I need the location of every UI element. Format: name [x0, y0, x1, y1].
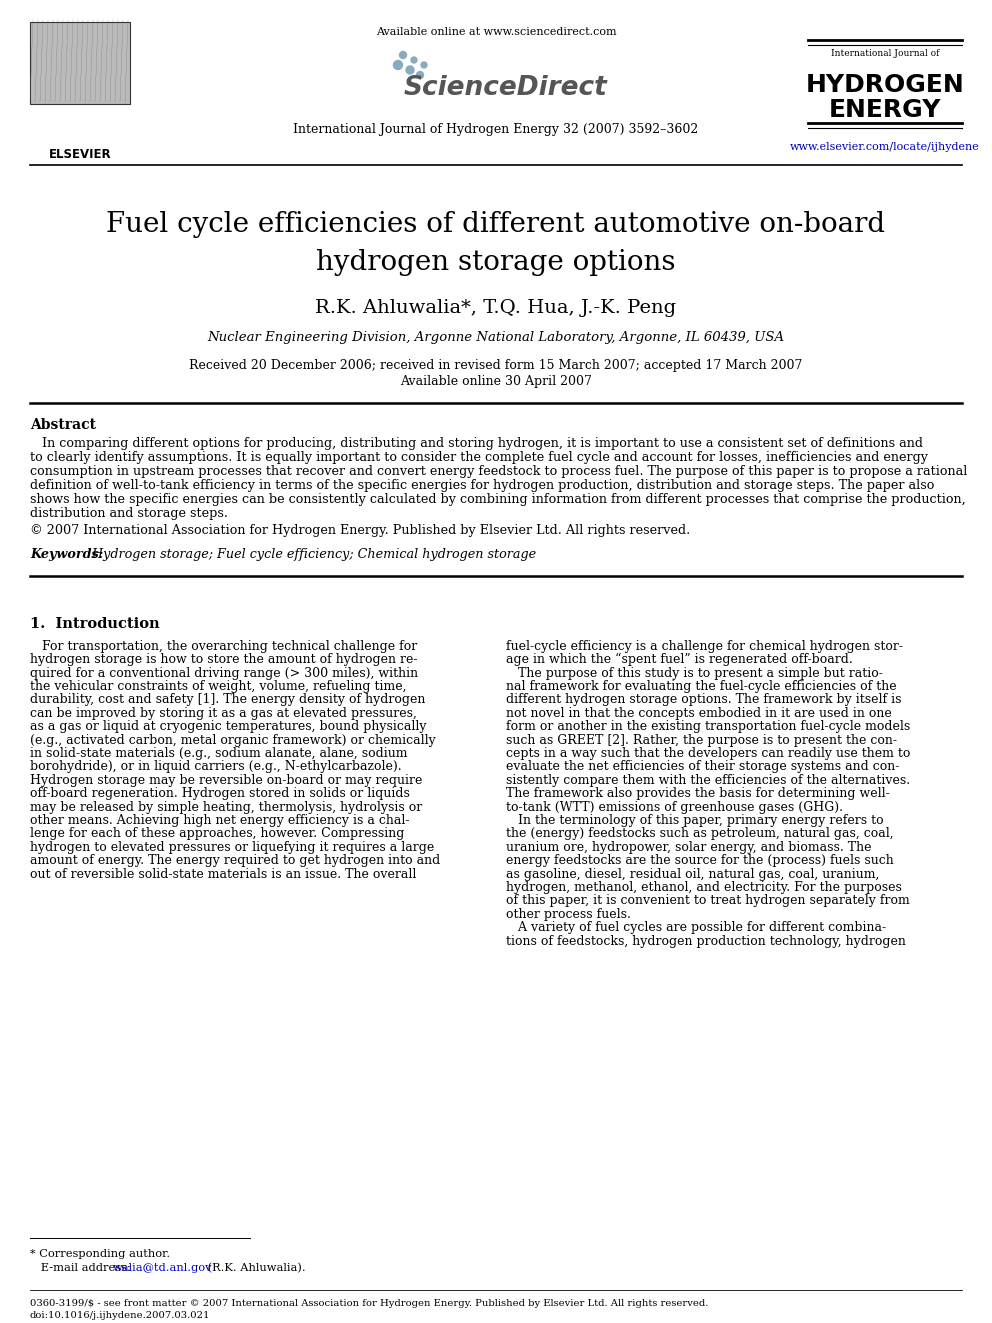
- Text: definition of well-to-tank efficiency in terms of the specific energies for hydr: definition of well-to-tank efficiency in…: [30, 479, 934, 492]
- Text: the (energy) feedstocks such as petroleum, natural gas, coal,: the (energy) feedstocks such as petroleu…: [506, 827, 894, 840]
- Text: in solid-state materials (e.g., sodium alanate, alane, sodium: in solid-state materials (e.g., sodium a…: [30, 747, 408, 761]
- Text: A variety of fuel cycles are possible for different combina-: A variety of fuel cycles are possible fo…: [506, 921, 886, 934]
- Text: not novel in that the concepts embodied in it are used in one: not novel in that the concepts embodied …: [506, 706, 892, 720]
- Text: amount of energy. The energy required to get hydrogen into and: amount of energy. The energy required to…: [30, 855, 440, 868]
- Circle shape: [406, 66, 414, 74]
- Text: Abstract: Abstract: [30, 418, 96, 433]
- Text: The purpose of this study is to present a simple but ratio-: The purpose of this study is to present …: [506, 667, 883, 680]
- Bar: [30, 22, 130, 105]
- Text: age in which the “spent fuel” is regenerated off-board.: age in which the “spent fuel” is regener…: [506, 654, 853, 667]
- Text: E-mail address:: E-mail address:: [30, 1263, 134, 1273]
- Text: lenge for each of these approaches, however. Compressing: lenge for each of these approaches, howe…: [30, 827, 405, 840]
- Circle shape: [417, 71, 424, 78]
- Text: (e.g., activated carbon, metal organic framework) or chemically: (e.g., activated carbon, metal organic f…: [30, 734, 435, 746]
- Text: energy feedstocks are the source for the (process) fuels such: energy feedstocks are the source for the…: [506, 855, 894, 868]
- Text: hydrogen to elevated pressures or liquefying it requires a large: hydrogen to elevated pressures or liquef…: [30, 841, 434, 853]
- Text: fuel-cycle efficiency is a challenge for chemical hydrogen stor-: fuel-cycle efficiency is a challenge for…: [506, 640, 903, 652]
- Text: of this paper, it is convenient to treat hydrogen separately from: of this paper, it is convenient to treat…: [506, 894, 910, 908]
- Text: nal framework for evaluating the fuel-cycle efficiencies of the: nal framework for evaluating the fuel-cy…: [506, 680, 897, 693]
- Text: walia@td.anl.gov: walia@td.anl.gov: [113, 1263, 212, 1273]
- Text: to-tank (WTT) emissions of greenhouse gases (GHG).: to-tank (WTT) emissions of greenhouse ga…: [506, 800, 843, 814]
- Text: www.elsevier.com/locate/ijhydene: www.elsevier.com/locate/ijhydene: [790, 142, 980, 152]
- Text: quired for a conventional driving range (> 300 miles), within: quired for a conventional driving range …: [30, 667, 418, 680]
- Text: HYDROGEN: HYDROGEN: [806, 73, 964, 97]
- Text: ELSEVIER: ELSEVIER: [49, 147, 111, 160]
- Text: The framework also provides the basis for determining well-: The framework also provides the basis fo…: [506, 787, 890, 800]
- Text: consumption in upstream processes that recover and convert energy feedstock to p: consumption in upstream processes that r…: [30, 464, 967, 478]
- Text: R.K. Ahluwalia*, T.Q. Hua, J.-K. Peng: R.K. Ahluwalia*, T.Q. Hua, J.-K. Peng: [315, 299, 677, 318]
- Text: different hydrogen storage options. The framework by itself is: different hydrogen storage options. The …: [506, 693, 902, 706]
- Text: (R.K. Ahluwalia).: (R.K. Ahluwalia).: [204, 1263, 306, 1273]
- Text: such as GREET [2]. Rather, the purpose is to present the con-: such as GREET [2]. Rather, the purpose i…: [506, 734, 897, 746]
- Text: evaluate the net efficiencies of their storage systems and con-: evaluate the net efficiencies of their s…: [506, 761, 900, 774]
- Text: the vehicular constraints of weight, volume, refueling time,: the vehicular constraints of weight, vol…: [30, 680, 407, 693]
- Text: borohydride), or in liquid carriers (e.g., N-ethylcarbazole).: borohydride), or in liquid carriers (e.g…: [30, 761, 402, 774]
- Circle shape: [400, 52, 407, 58]
- Text: may be released by simple heating, thermolysis, hydrolysis or: may be released by simple heating, therm…: [30, 800, 423, 814]
- Text: In the terminology of this paper, primary energy refers to: In the terminology of this paper, primar…: [506, 814, 884, 827]
- Text: to clearly identify assumptions. It is equally important to consider the complet: to clearly identify assumptions. It is e…: [30, 451, 928, 463]
- Text: * Corresponding author.: * Corresponding author.: [30, 1249, 170, 1259]
- Text: sistently compare them with the efficiencies of the alternatives.: sistently compare them with the efficien…: [506, 774, 910, 787]
- Text: durability, cost and safety [1]. The energy density of hydrogen: durability, cost and safety [1]. The ene…: [30, 693, 426, 706]
- Text: Hydrogen storage; Fuel cycle efficiency; Chemical hydrogen storage: Hydrogen storage; Fuel cycle efficiency;…: [88, 548, 536, 561]
- Text: Keywords:: Keywords:: [30, 548, 103, 561]
- Text: shows how the specific energies can be consistently calculated by combining info: shows how the specific energies can be c…: [30, 493, 966, 507]
- Text: uranium ore, hydropower, solar energy, and biomass. The: uranium ore, hydropower, solar energy, a…: [506, 841, 872, 853]
- Text: 1.  Introduction: 1. Introduction: [30, 618, 160, 631]
- Text: 0360-3199/$ - see front matter © 2007 International Association for Hydrogen Ene: 0360-3199/$ - see front matter © 2007 In…: [30, 1299, 708, 1308]
- Text: cepts in a way such that the developers can readily use them to: cepts in a way such that the developers …: [506, 747, 911, 761]
- Circle shape: [421, 62, 427, 67]
- Text: hydrogen storage is how to store the amount of hydrogen re-: hydrogen storage is how to store the amo…: [30, 654, 418, 667]
- Circle shape: [394, 61, 403, 70]
- Text: form or another in the existing transportation fuel-cycle models: form or another in the existing transpor…: [506, 720, 911, 733]
- Text: distribution and storage steps.: distribution and storage steps.: [30, 508, 228, 520]
- Text: © 2007 International Association for Hydrogen Energy. Published by Elsevier Ltd.: © 2007 International Association for Hyd…: [30, 524, 690, 537]
- Text: out of reversible solid-state materials is an issue. The overall: out of reversible solid-state materials …: [30, 868, 417, 881]
- Text: In comparing different options for producing, distributing and storing hydrogen,: In comparing different options for produ…: [30, 437, 923, 450]
- Text: as gasoline, diesel, residual oil, natural gas, coal, uranium,: as gasoline, diesel, residual oil, natur…: [506, 868, 879, 881]
- Text: Fuel cycle efficiencies of different automotive on-board: Fuel cycle efficiencies of different aut…: [106, 212, 886, 238]
- Circle shape: [411, 57, 417, 64]
- Text: Hydrogen storage may be reversible on-board or may require: Hydrogen storage may be reversible on-bo…: [30, 774, 423, 787]
- Text: other process fuels.: other process fuels.: [506, 908, 631, 921]
- Text: off-board regeneration. Hydrogen stored in solids or liquids: off-board regeneration. Hydrogen stored …: [30, 787, 410, 800]
- Text: tions of feedstocks, hydrogen production technology, hydrogen: tions of feedstocks, hydrogen production…: [506, 935, 906, 947]
- Text: ENERGY: ENERGY: [828, 98, 941, 122]
- Text: hydrogen storage options: hydrogen storage options: [316, 249, 676, 275]
- Text: ScienceDirect: ScienceDirect: [403, 75, 607, 101]
- Text: as a gas or liquid at cryogenic temperatures, bound physically: as a gas or liquid at cryogenic temperat…: [30, 720, 427, 733]
- Text: For transportation, the overarching technical challenge for: For transportation, the overarching tech…: [30, 640, 418, 652]
- Text: Received 20 December 2006; received in revised form 15 March 2007; accepted 17 M: Received 20 December 2006; received in r…: [189, 359, 803, 372]
- Text: Available online at www.sciencedirect.com: Available online at www.sciencedirect.co…: [376, 26, 616, 37]
- Text: hydrogen, methanol, ethanol, and electricity. For the purposes: hydrogen, methanol, ethanol, and electri…: [506, 881, 902, 894]
- Text: can be improved by storing it as a gas at elevated pressures,: can be improved by storing it as a gas a…: [30, 706, 417, 720]
- Text: other means. Achieving high net energy efficiency is a chal-: other means. Achieving high net energy e…: [30, 814, 410, 827]
- Text: International Journal of: International Journal of: [831, 49, 939, 58]
- Text: doi:10.1016/j.ijhydene.2007.03.021: doi:10.1016/j.ijhydene.2007.03.021: [30, 1311, 210, 1320]
- Text: Available online 30 April 2007: Available online 30 April 2007: [400, 376, 592, 389]
- Text: International Journal of Hydrogen Energy 32 (2007) 3592–3602: International Journal of Hydrogen Energy…: [294, 123, 698, 136]
- Text: Nuclear Engineering Division, Argonne National Laboratory, Argonne, IL 60439, US: Nuclear Engineering Division, Argonne Na…: [207, 332, 785, 344]
